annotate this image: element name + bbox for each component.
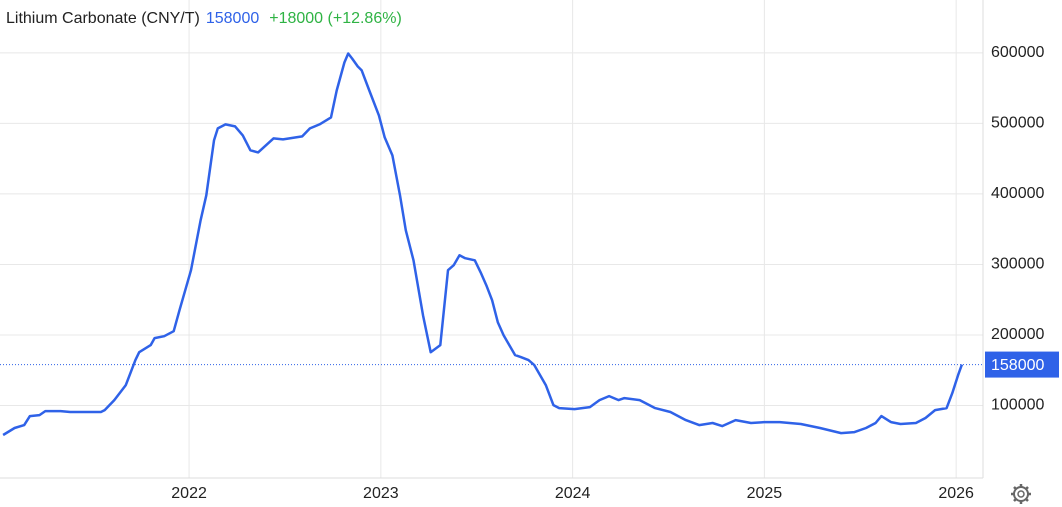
gear-hub: [1017, 490, 1025, 498]
settings-icon[interactable]: [1011, 484, 1031, 504]
header-value: 158000: [206, 10, 259, 27]
x-tick-label: 2022: [171, 485, 207, 502]
y-tick-label: 200000: [991, 326, 1044, 343]
x-tick-label: 2023: [363, 485, 399, 502]
header-change: +18000 (+12.86%): [269, 10, 402, 27]
x-tick-label: 2025: [747, 485, 783, 502]
y-tick-label: 500000: [991, 115, 1044, 132]
y-tick-label: 100000: [991, 397, 1044, 414]
x-tick-label: 2024: [555, 485, 591, 502]
y-tick-label: 600000: [991, 44, 1044, 61]
gear-ring: [1013, 486, 1029, 502]
x-tick-label: 2026: [938, 485, 974, 502]
chart-title: Lithium Carbonate (CNY/T) 158000 +18000 (+…: [6, 10, 402, 27]
last-value-box: [985, 351, 1059, 378]
y-tick-label: 400000: [991, 185, 1044, 202]
y-tick-label: 300000: [991, 256, 1044, 273]
price-line: [2, 52, 964, 437]
title-text: Lithium Carbonate (CNY/T): [6, 10, 200, 27]
gear-teeth: [1011, 484, 1031, 504]
last-value-label: 158000: [991, 357, 1044, 374]
